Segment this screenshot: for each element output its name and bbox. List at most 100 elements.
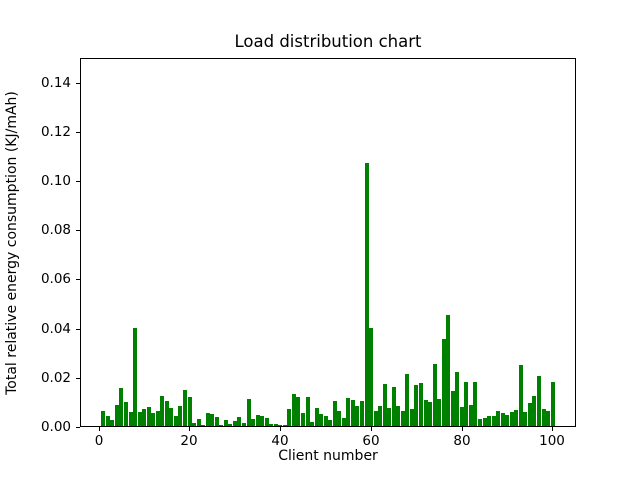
- bar-client-64: [387, 408, 392, 426]
- x-tick-label: 80: [453, 433, 471, 449]
- x-axis-label: Client number: [278, 448, 378, 464]
- bar-client-24: [205, 413, 210, 426]
- bar-client-10: [142, 409, 147, 426]
- bar-client-57: [355, 406, 360, 426]
- bar-client-51: [328, 420, 333, 426]
- bar-client-52: [332, 401, 337, 426]
- bar-client-71: [418, 383, 423, 426]
- bar-client-100: [550, 382, 555, 426]
- y-tick-label: 0.14: [40, 75, 71, 91]
- bar-client-38: [269, 424, 274, 426]
- bar-client-60: [369, 328, 374, 426]
- x-tick-label: 40: [271, 433, 289, 449]
- bar-client-23: [201, 425, 206, 426]
- y-tick-label: 0.12: [40, 124, 71, 140]
- bar-client-74: [432, 364, 437, 426]
- plot-area: [80, 58, 576, 427]
- bar-client-54: [341, 418, 346, 426]
- bar-client-6: [124, 402, 129, 426]
- bar-client-77: [446, 315, 451, 426]
- bar-client-39: [273, 424, 278, 426]
- bar-client-47: [310, 422, 315, 426]
- bar-client-62: [378, 406, 383, 426]
- bar-client-48: [314, 408, 319, 426]
- bar-client-19: [183, 390, 187, 426]
- x-tick-mark: [99, 427, 100, 431]
- bar-client-70: [414, 385, 419, 426]
- bar-client-29: [228, 424, 233, 426]
- bar-client-8: [133, 328, 138, 426]
- bar-client-83: [473, 382, 478, 426]
- bar-client-35: [255, 415, 260, 426]
- bar-client-69: [409, 409, 414, 426]
- y-tick-mark: [76, 181, 80, 182]
- bar-client-95: [527, 403, 532, 426]
- bar-client-93: [518, 365, 523, 426]
- bar-client-32: [242, 423, 246, 426]
- bar-client-34: [251, 419, 256, 426]
- bar-client-25: [210, 414, 215, 426]
- bar-client-66: [396, 406, 401, 426]
- bar-client-31: [237, 417, 242, 426]
- bar-client-98: [541, 409, 546, 426]
- bar-client-81: [464, 382, 469, 426]
- bar-client-2: [105, 416, 110, 426]
- x-tick-label: 0: [94, 433, 104, 449]
- bar-client-85: [482, 418, 487, 426]
- bar-client-5: [119, 388, 124, 426]
- x-tick-mark: [189, 427, 190, 431]
- bar-client-42: [287, 409, 292, 426]
- bar-client-45: [300, 413, 305, 426]
- bar-client-20: [187, 397, 192, 426]
- bar-client-14: [160, 396, 165, 426]
- bar-client-99: [546, 411, 551, 426]
- bar-client-28: [223, 420, 228, 426]
- bar-client-56: [350, 400, 355, 426]
- bar-client-89: [500, 413, 505, 426]
- bar-client-33: [246, 399, 251, 426]
- bar-client-68: [405, 374, 410, 426]
- bar-client-15: [164, 401, 169, 426]
- y-tick-label: 0.08: [40, 222, 71, 238]
- bar-client-49: [319, 414, 324, 426]
- bar-client-91: [509, 412, 514, 426]
- x-tick-label: 60: [362, 433, 380, 449]
- bar-client-92: [514, 410, 519, 426]
- y-tick-label: 0.02: [40, 370, 71, 386]
- bar-client-46: [305, 397, 310, 426]
- y-axis-label: Total relative energy consumption (KJ/mA…: [4, 91, 20, 395]
- bar-client-50: [323, 416, 328, 426]
- bar-client-27: [219, 425, 224, 426]
- bar-client-58: [359, 401, 364, 426]
- bar-client-65: [391, 387, 396, 426]
- bar-client-37: [264, 418, 269, 426]
- bar-client-12: [151, 413, 156, 426]
- bar-client-63: [382, 384, 387, 426]
- bar-client-4: [114, 405, 119, 426]
- bar-client-94: [523, 412, 528, 426]
- bar-client-67: [400, 411, 405, 426]
- bar-client-53: [337, 411, 342, 426]
- bar-client-30: [232, 421, 237, 426]
- bar-client-21: [192, 423, 197, 426]
- y-tick-mark: [76, 279, 80, 280]
- bar-client-79: [455, 372, 460, 426]
- bar-client-73: [428, 402, 433, 426]
- bar-client-17: [173, 416, 178, 426]
- bar-client-88: [496, 411, 501, 426]
- bar-client-80: [459, 407, 464, 426]
- bar-client-22: [196, 419, 201, 426]
- y-tick-mark: [76, 132, 80, 133]
- bar-client-44: [296, 397, 301, 426]
- y-tick-mark: [76, 427, 80, 428]
- bar-client-7: [128, 412, 133, 426]
- chart-title: Load distribution chart: [234, 32, 422, 51]
- bar-client-41: [282, 425, 287, 426]
- bar-client-3: [110, 420, 115, 426]
- y-tick-mark: [76, 378, 80, 379]
- y-tick-mark: [76, 329, 80, 330]
- y-tick-mark: [76, 230, 80, 231]
- bar-client-43: [291, 394, 296, 426]
- x-tick-label: 100: [539, 433, 565, 449]
